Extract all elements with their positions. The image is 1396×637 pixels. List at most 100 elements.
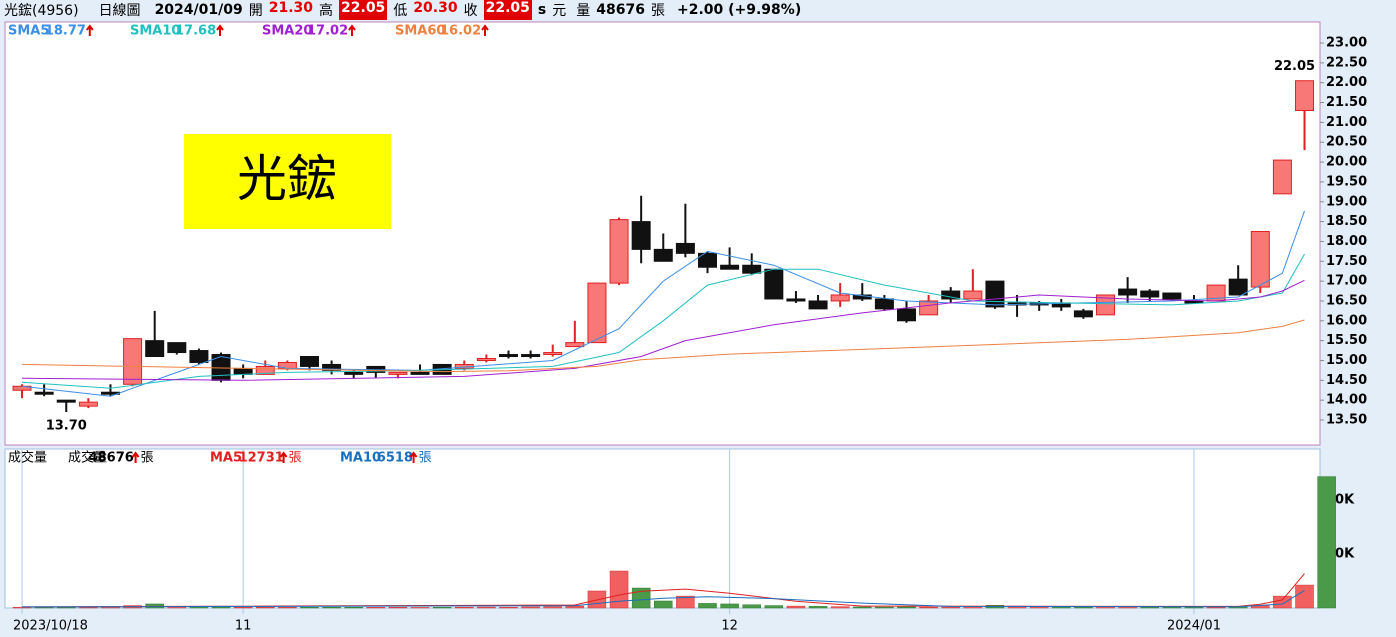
volume-bar: [455, 606, 474, 609]
candle-body: [255, 365, 275, 375]
candle-body: [1228, 278, 1248, 296]
field-label: 開: [248, 3, 263, 19]
legend-unit: 張: [419, 451, 432, 466]
arrow-icon: [216, 24, 224, 36]
candle-body: [1250, 231, 1270, 288]
view: 日線圖: [98, 3, 141, 19]
volume-bar: [233, 606, 253, 609]
field-label: 收: [463, 3, 478, 19]
candle-body: [587, 282, 607, 344]
legend-unit: 張: [289, 451, 302, 466]
volume-bar: [211, 606, 231, 609]
volume-bar: [742, 604, 761, 609]
volume-bar: [609, 570, 629, 609]
volume-bar: [521, 606, 540, 609]
y-tick-label: 13.50: [1326, 413, 1367, 428]
volume-bar: [256, 606, 275, 609]
legend-name: MA5: [210, 451, 242, 466]
y-tick-label: 18.00: [1326, 234, 1367, 249]
y-tick-label: 22.00: [1326, 75, 1367, 90]
arrow-icon: [131, 451, 140, 463]
ma-line: [21, 589, 1305, 608]
annotation: 13.70: [46, 419, 87, 434]
legend-name: 成交量: [68, 450, 107, 466]
candle-body: [786, 298, 806, 302]
candle-body: [919, 300, 939, 316]
arrow-icon: [86, 24, 94, 36]
y-tick-label: 19.00: [1326, 194, 1367, 209]
candle-body: [233, 367, 253, 375]
volume-bar: [1295, 584, 1314, 609]
volume-bar: [764, 605, 784, 609]
fields: 開 21.30 高 22.05 低 20.30 收 22.05: [249, 0, 532, 20]
candle-body: [123, 338, 143, 385]
volume-bar: [720, 603, 739, 609]
volume-bar: [388, 606, 408, 609]
candle-body: [1096, 294, 1116, 316]
candle-body: [388, 371, 408, 375]
banner: 光鋐: [237, 150, 337, 208]
candle-body: [476, 357, 496, 361]
y-tick-label: 21.50: [1326, 95, 1367, 110]
y-tick-label: 14.50: [1326, 373, 1367, 388]
candle-body: [565, 342, 585, 348]
legend-name: SMA60: [395, 24, 445, 39]
volume-bar: [344, 607, 363, 609]
candle-body: [189, 350, 209, 363]
y-tick-label: 22.50: [1326, 55, 1367, 70]
candle-body: [1073, 310, 1093, 318]
volume-bar: [300, 607, 319, 609]
volume-bar: [919, 606, 938, 609]
legend-name: SMA20: [262, 24, 312, 39]
y-tick-label: 20.50: [1326, 135, 1367, 150]
x-tick-label: 11: [235, 619, 252, 634]
legend-value: 16.02: [440, 24, 481, 39]
candle-body: [145, 340, 165, 358]
candle-body: [1295, 80, 1315, 111]
candle-body: [897, 308, 917, 322]
banner-box: [184, 134, 391, 229]
volume-panel: [4, 448, 1321, 609]
legend-value: 18.77: [45, 24, 86, 39]
y-tick-label: 20.00: [1326, 155, 1367, 170]
volume-bar: [366, 607, 386, 609]
volume-bar: [322, 606, 341, 609]
arrow-icon: [481, 24, 489, 36]
candle-body: [167, 342, 187, 354]
stock: 光鋐(4956): [4, 3, 79, 19]
volume-unit: 張: [650, 3, 665, 19]
field-value: 20.30: [413, 0, 458, 16]
field-label: 高: [319, 3, 334, 19]
volume-bar: [1184, 606, 1204, 609]
volume-bar: [830, 606, 850, 609]
volume-label: 量: [576, 3, 591, 19]
field-label: 低: [393, 3, 408, 19]
ma-line: [21, 573, 1305, 608]
date: 2024/01/09: [154, 2, 243, 18]
field-value: 21.30: [268, 0, 314, 16]
y-tick-label: 15.50: [1326, 333, 1367, 348]
x-tick-label: 2023/10/18: [13, 619, 88, 634]
arrow-icon: [409, 451, 418, 463]
legend-unit: 張: [141, 451, 154, 466]
volume-bar: [477, 606, 496, 609]
y-tick-label: 16.00: [1326, 313, 1367, 328]
ma-line: [21, 319, 1305, 373]
legend-value: 48676: [89, 451, 134, 466]
candle-body: [56, 399, 76, 403]
volume-bar: [1074, 606, 1093, 609]
candle-body: [830, 294, 850, 302]
candle-body: [742, 264, 762, 274]
candle-body: [498, 354, 518, 358]
candle-body: [410, 371, 430, 375]
y-tick-label: 18.50: [1326, 214, 1367, 229]
y-tick-label: 19.50: [1326, 174, 1367, 189]
legend-value: 12731: [239, 451, 284, 466]
volume-bar: [654, 600, 673, 609]
volume-bar: [1206, 606, 1226, 609]
legend-value: 17.02: [307, 24, 348, 39]
candle-body: [985, 280, 1005, 308]
volume-bar: [631, 587, 651, 609]
volume-bar: [34, 607, 54, 609]
